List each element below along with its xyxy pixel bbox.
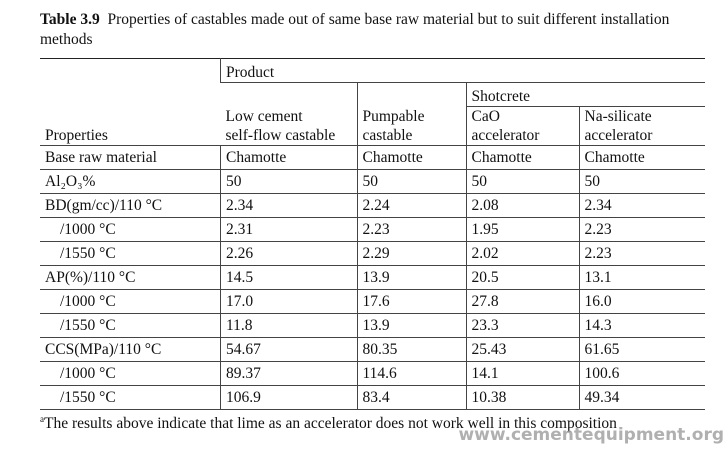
cell: 50 bbox=[465, 169, 579, 194]
footnote: aThe results above indicate that lime as… bbox=[40, 414, 617, 433]
cell: 50 bbox=[220, 169, 357, 194]
table-row: /1000 °C 89.37 114.6 14.1 100.6 bbox=[40, 361, 705, 386]
watermark: www.cementequipment.org bbox=[458, 425, 724, 445]
cell: 14.3 bbox=[578, 313, 705, 338]
cell: Chamotte bbox=[465, 145, 579, 170]
cell: 13.1 bbox=[578, 265, 705, 290]
column-header: Low cement self-flow castable bbox=[220, 82, 357, 146]
cell: 2.31 bbox=[220, 217, 357, 242]
cell: 54.67 bbox=[220, 337, 357, 362]
row-label: Base raw material bbox=[40, 145, 221, 170]
table-row: BD(gm/cc)/110 °C 2.34 2.24 2.08 2.34 bbox=[40, 193, 705, 218]
cell: 16.0 bbox=[578, 289, 705, 314]
cell: 14.5 bbox=[220, 265, 357, 290]
table-row: /1000 °C 17.0 17.6 27.8 16.0 bbox=[40, 289, 705, 314]
row-label: /1000 °C bbox=[40, 217, 221, 242]
cell: 1.95 bbox=[465, 217, 579, 242]
footnote-text: The results above indicate that lime as … bbox=[44, 415, 617, 433]
header-line: Pumpable bbox=[362, 108, 425, 125]
cell: 2.02 bbox=[465, 241, 579, 266]
row-label: Al₂O₃% bbox=[40, 169, 221, 194]
cell: 2.29 bbox=[356, 241, 466, 266]
cell: 100.6 bbox=[578, 361, 705, 386]
row-label: /1000 °C bbox=[40, 361, 221, 386]
cell: 11.8 bbox=[220, 313, 357, 338]
cell: 14.1 bbox=[465, 361, 579, 386]
table-row: Al₂O₃% 50 50 50 50 bbox=[40, 169, 705, 194]
group-header: Product bbox=[220, 58, 705, 83]
header-line: castable bbox=[362, 127, 413, 144]
caption-text: Properties of castables made out of same… bbox=[40, 11, 670, 48]
row-label: /1550 °C bbox=[40, 313, 221, 338]
cell: 2.34 bbox=[220, 193, 357, 218]
row-label: /1000 °C bbox=[40, 289, 221, 314]
table-row: /1550 °C 106.9 83.4 10.38 49.34 bbox=[40, 385, 705, 410]
subgroup-header: Shotcrete bbox=[465, 82, 705, 107]
table-row: AP(%)/110 °C 14.5 13.9 20.5 13.1 bbox=[40, 265, 705, 290]
caption-label: Table 3.9 bbox=[40, 11, 100, 28]
cell: 23.3 bbox=[465, 313, 579, 338]
table-body: Base raw material Chamotte Chamotte Chamott… bbox=[40, 145, 705, 410]
cell: 17.0 bbox=[220, 289, 357, 314]
row-label: /1550 °C bbox=[40, 385, 221, 410]
cell: 2.24 bbox=[356, 193, 466, 218]
table-caption: Table 3.9 Properties of castables made o… bbox=[40, 10, 710, 50]
column-header: Na-silicate accelerator bbox=[578, 106, 705, 146]
cell: 61.65 bbox=[578, 337, 705, 362]
table-row: /1000 °C 2.31 2.23 1.95 2.23 bbox=[40, 217, 705, 242]
table-header: Properties Product Low cement self-flow c… bbox=[40, 58, 705, 146]
cell: 114.6 bbox=[356, 361, 466, 386]
cell: 13.9 bbox=[356, 265, 466, 290]
cell: 50 bbox=[356, 169, 466, 194]
cell: 2.23 bbox=[578, 241, 705, 266]
table-row: /1550 °C 2.26 2.29 2.02 2.23 bbox=[40, 241, 705, 266]
column-header: CaO accelerator bbox=[465, 106, 579, 146]
cell: 2.08 bbox=[465, 193, 579, 218]
table-row: Base raw material Chamotte Chamotte Chamott… bbox=[40, 145, 705, 170]
header-line: Na-silicate bbox=[584, 108, 652, 125]
footnote-mark: a bbox=[40, 414, 44, 424]
column-header: Pumpable castable bbox=[356, 82, 466, 146]
cell: 2.23 bbox=[356, 217, 466, 242]
cell: 13.9 bbox=[356, 313, 466, 338]
table: Properties Product Low cement self-flow c… bbox=[40, 58, 705, 410]
header-line: accelerator bbox=[471, 127, 540, 144]
cell: 50 bbox=[578, 169, 705, 194]
row-label: /1550 °C bbox=[40, 241, 221, 266]
table-row: /1550 °C 11.8 13.9 23.3 14.3 bbox=[40, 313, 705, 338]
stub-header: Properties bbox=[40, 58, 221, 146]
header-line: Low cement bbox=[225, 108, 303, 125]
cell: 106.9 bbox=[220, 385, 357, 410]
table-row: CCS(MPa)/110 °C 54.67 80.35 25.43 61.65 bbox=[40, 337, 705, 362]
cell: 49.34 bbox=[578, 385, 705, 410]
row-label: CCS(MPa)/110 °C bbox=[40, 337, 221, 362]
cell: 2.26 bbox=[220, 241, 357, 266]
row-label: AP(%)/110 °C bbox=[40, 265, 221, 290]
cell: 10.38 bbox=[465, 385, 579, 410]
row-label: BD(gm/cc)/110 °C bbox=[40, 193, 221, 218]
cell: 17.6 bbox=[356, 289, 466, 314]
cell: 89.37 bbox=[220, 361, 357, 386]
cell: 2.34 bbox=[578, 193, 705, 218]
header-line: self-flow castable bbox=[225, 127, 336, 144]
cell: 25.43 bbox=[465, 337, 579, 362]
cell: 83.4 bbox=[356, 385, 466, 410]
cell: 20.5 bbox=[465, 265, 579, 290]
cell: Chamotte bbox=[578, 145, 705, 170]
header-line: accelerator bbox=[584, 127, 653, 144]
cell: Chamotte bbox=[356, 145, 466, 170]
cell: 27.8 bbox=[465, 289, 579, 314]
cell: 2.23 bbox=[578, 217, 705, 242]
cell: Chamotte bbox=[220, 145, 357, 170]
header-line: CaO bbox=[471, 108, 500, 125]
cell: 80.35 bbox=[356, 337, 466, 362]
